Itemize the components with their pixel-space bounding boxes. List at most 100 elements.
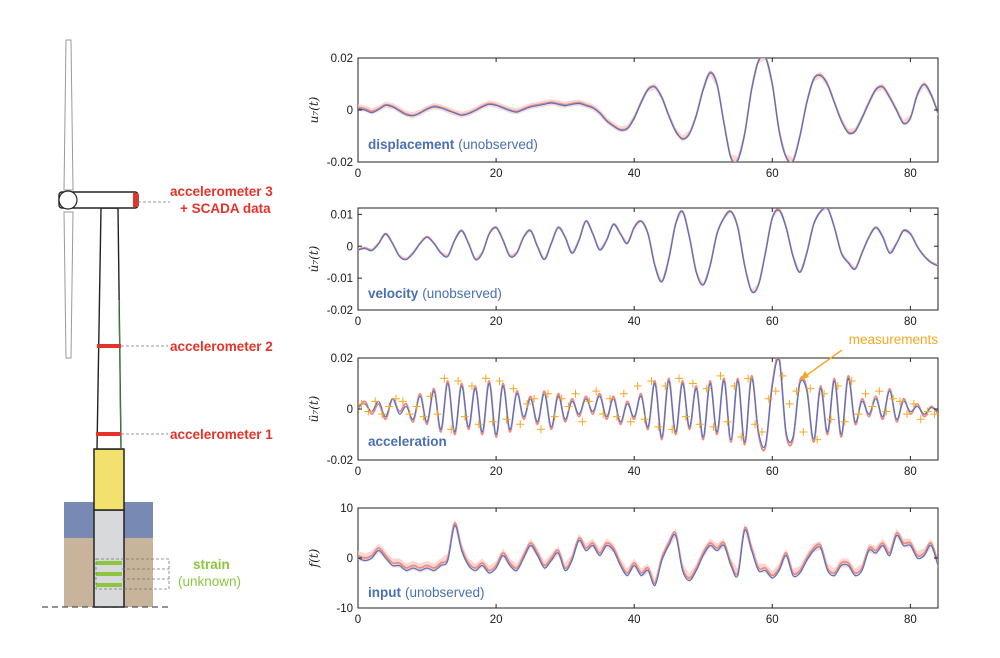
measurement-point [854, 410, 863, 419]
x-tick-label: 60 [766, 316, 779, 328]
tower-shading [118, 299, 122, 450]
measurement-point [502, 415, 511, 424]
measurement-point [702, 384, 711, 393]
strain-label: strain [193, 557, 230, 572]
measurement-point [764, 394, 773, 403]
measurement-point [882, 407, 891, 416]
displacement-plot-area [358, 58, 938, 162]
acceleration-panel-label: acceleration [368, 434, 447, 449]
measurement-point [358, 399, 366, 408]
measurement-point [488, 417, 497, 426]
x-tick-label: 20 [490, 614, 503, 626]
x-tick-label: 40 [628, 466, 641, 478]
measurement-point [398, 397, 407, 406]
measurement-point [668, 425, 677, 434]
velocity-panel: 0 20 40 60 80 -0.02 -0.01 0 0.01 u̇₇(t) velocity (u… [307, 207, 939, 328]
measurement-point [612, 412, 621, 421]
measurement-point [426, 392, 435, 401]
strain-bracket [95, 558, 170, 590]
velocity-panel-label: velocity (unobserved) [368, 286, 502, 301]
measurement-point [440, 374, 449, 383]
y-tick-label: 0 [347, 404, 353, 416]
measurement-point [447, 425, 456, 434]
accelerometer-1-marker [96, 432, 121, 436]
x-tick-label: 20 [490, 466, 503, 478]
measurement-point [806, 384, 815, 393]
acceleration-series-2-line [358, 358, 938, 449]
input-series-1-line [358, 522, 938, 584]
measurement-point [709, 422, 718, 431]
measurement-point [474, 420, 483, 429]
measurement-point [778, 371, 787, 380]
displacement-title: displacement [368, 137, 455, 152]
measurement-point [606, 394, 615, 403]
input-series-2-line [358, 524, 938, 587]
measurement-point [688, 379, 697, 388]
measurement-point [461, 412, 470, 421]
x-tick-label: 80 [904, 614, 917, 626]
y-tick-label: 10 [340, 503, 353, 515]
measurement-point [757, 427, 766, 436]
acceleration-plot-area [358, 358, 938, 452]
strain-gauge-3 [96, 583, 122, 587]
measurement-point [405, 410, 414, 419]
velocity-plot-area [358, 208, 938, 294]
measurement-point [820, 389, 829, 398]
x-tick-label: 20 [490, 316, 503, 328]
input-plot-area [358, 518, 938, 588]
y-tick-label: 0 [347, 553, 353, 565]
measurement-point [585, 397, 594, 406]
x-tick-label: 60 [766, 466, 779, 478]
input-y-axis-label: f(t) [307, 548, 321, 568]
measurement-point [378, 410, 387, 419]
velocity-axes-box [357, 207, 939, 311]
measurement-point [826, 415, 835, 424]
measurement-point [868, 402, 877, 411]
y-tick-label: -0.01 [327, 273, 353, 285]
measurement-point [391, 394, 400, 403]
measurement-point [813, 435, 822, 444]
wind-turbine-diagram: accelerometer 3 + SCADA data acceleromet… [42, 39, 273, 608]
y-tick-label: 0.01 [331, 209, 353, 221]
accelerometer-1-label: accelerometer 1 [170, 427, 273, 442]
measurement-point [861, 389, 870, 398]
measurement-point [744, 374, 753, 383]
x-tick-label: 40 [628, 168, 641, 180]
accelerometer-3-marker [133, 193, 138, 207]
measurement-point [695, 420, 704, 429]
x-tick-label: 80 [904, 466, 917, 478]
x-tick-label: 40 [628, 614, 641, 626]
measurement-point [571, 389, 580, 398]
measurement-point [896, 397, 905, 406]
measurement-point [543, 389, 552, 398]
measurement-point [557, 394, 566, 403]
input-title: input [368, 585, 401, 600]
acceleration-y-axis-label: ü₇(t) [307, 395, 321, 422]
x-tick-label: 0 [355, 614, 361, 626]
measurement-point [481, 374, 490, 383]
velocity-title: velocity [368, 286, 419, 301]
measurement-point [564, 402, 573, 411]
measurement-point [640, 415, 649, 424]
accelerometer-2-label: accelerometer 2 [170, 339, 273, 354]
measurement-point [647, 376, 656, 385]
x-tick-label: 0 [355, 466, 361, 478]
measurement-point [364, 407, 373, 416]
input-panel-label: input (unobserved) [368, 585, 485, 600]
y-tick-label: 0.02 [331, 353, 353, 365]
measurement-point [530, 394, 539, 403]
measurement-point [916, 415, 925, 424]
measurement-point [847, 376, 856, 385]
measurement-point [661, 382, 670, 391]
tower [96, 207, 122, 450]
measurement-point [771, 387, 780, 396]
y-tick-label: 0 [347, 105, 353, 117]
measurement-point [737, 433, 746, 442]
measurement-point [509, 384, 518, 393]
scada-label: + SCADA data [180, 201, 271, 216]
input-note: (unobserved) [405, 585, 485, 600]
measurement-point [840, 417, 849, 426]
displacement-y-axis-label: u₇(t) [307, 96, 321, 123]
accelerometer-3-label: accelerometer 3 [170, 184, 273, 199]
measurement-point [889, 394, 898, 403]
